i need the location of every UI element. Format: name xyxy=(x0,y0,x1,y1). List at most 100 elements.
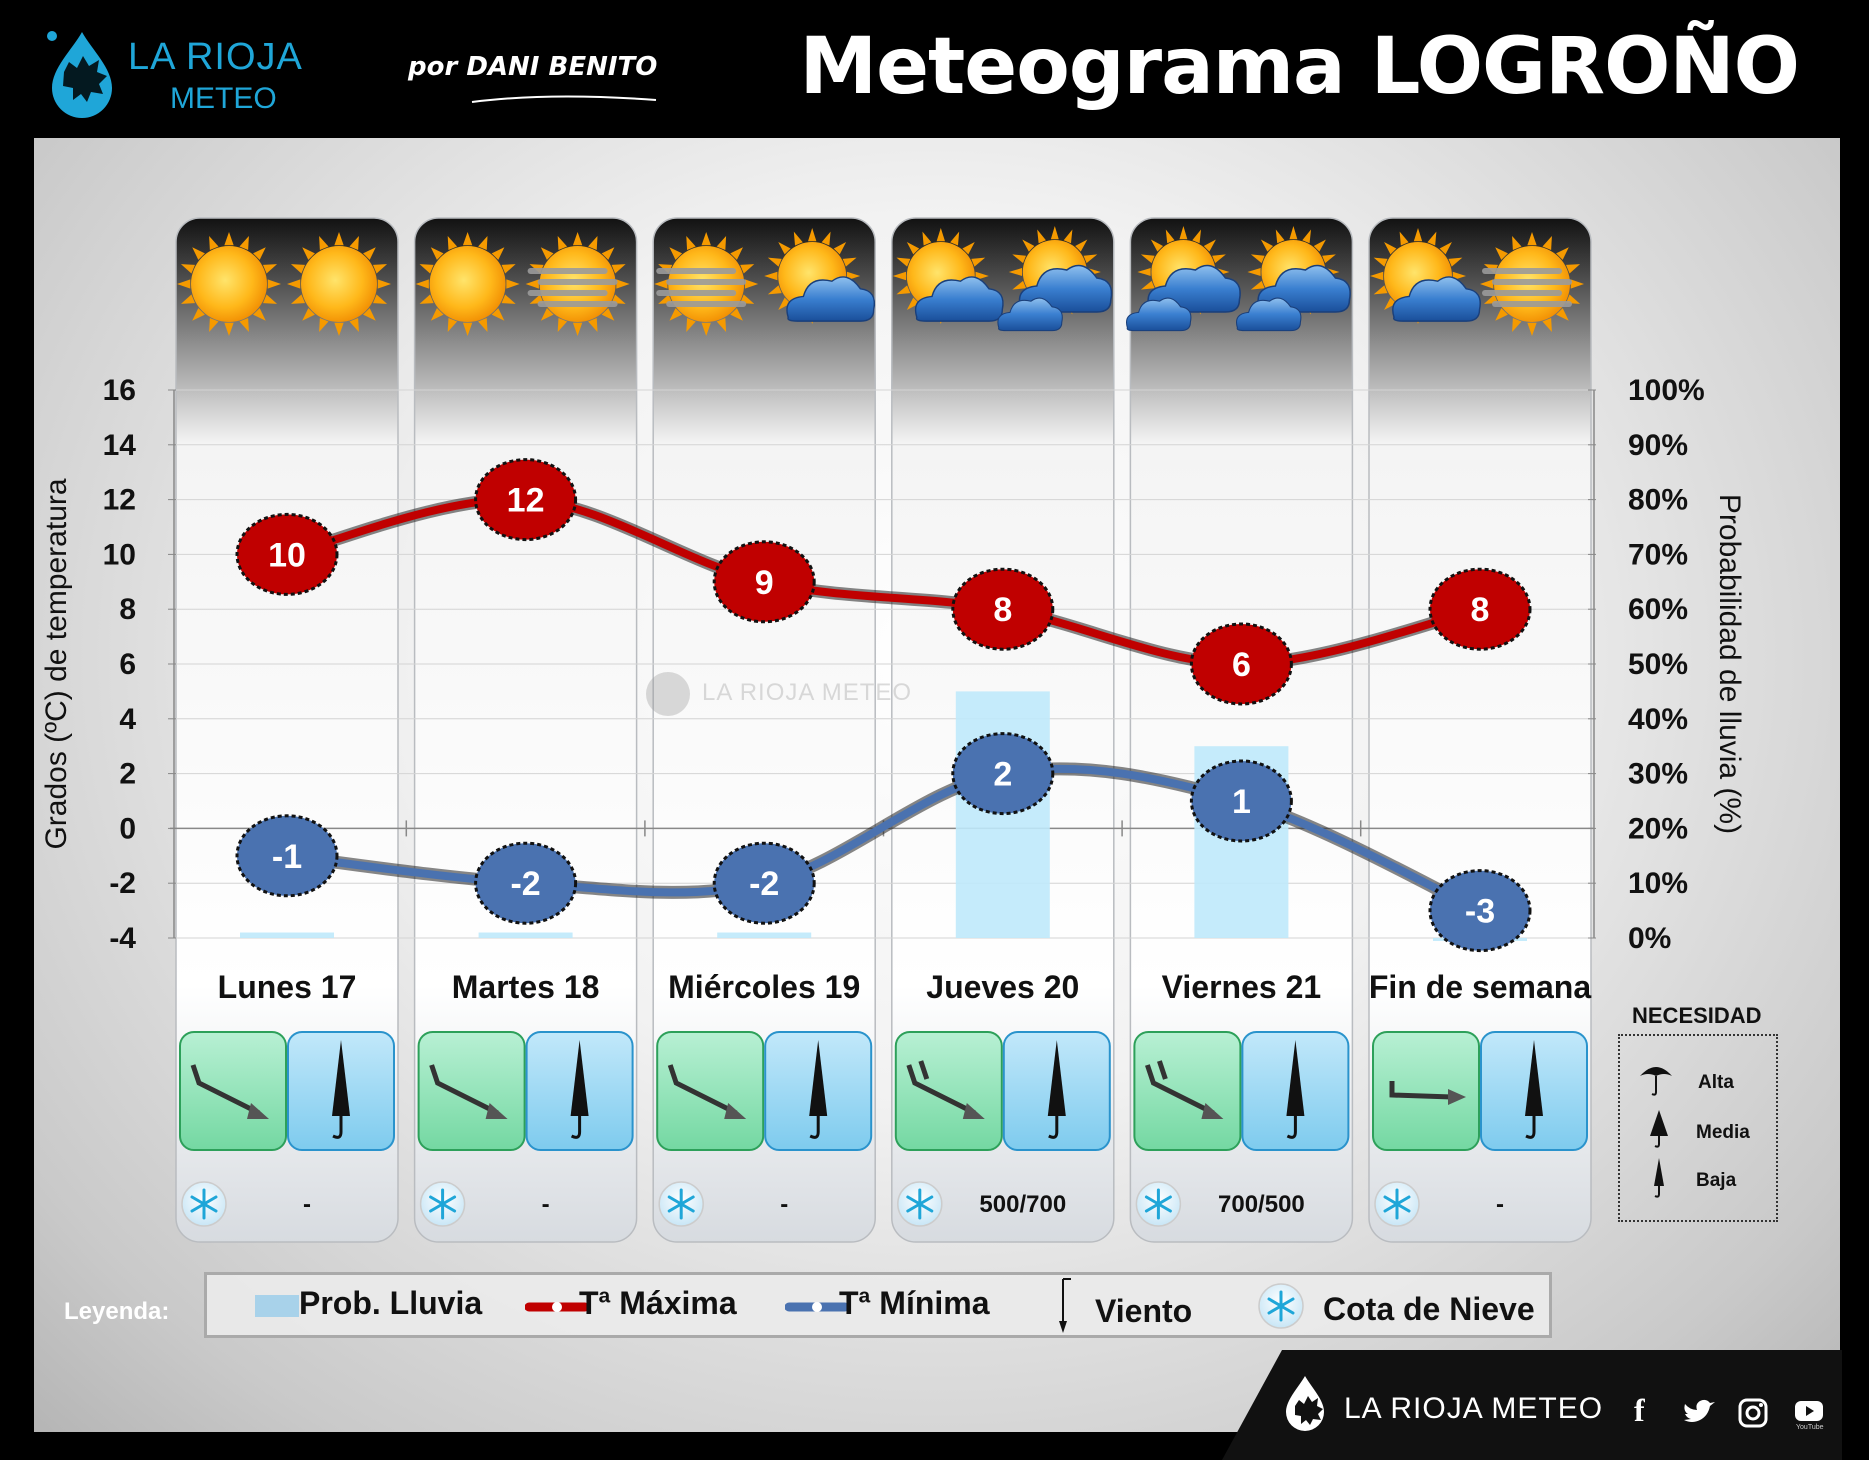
y-right-tick-label: 0% xyxy=(1628,922,1671,955)
youtube-label: YouTube xyxy=(1796,1424,1824,1431)
day-column: Viernes 21 700/500 xyxy=(1126,217,1354,1243)
temp-badge: 8 xyxy=(951,567,1055,651)
signature-underline xyxy=(471,95,657,103)
snow-level-value: - xyxy=(542,1191,550,1218)
temp-value: 8 xyxy=(1471,591,1490,629)
legend-wind-icon xyxy=(1059,1278,1071,1333)
y-tick-label: -4 xyxy=(109,922,136,955)
footer-brand: LA RIOJA METEO xyxy=(1344,1392,1604,1425)
y-tick-label: 8 xyxy=(119,593,136,626)
temp-badge: 1 xyxy=(1189,759,1293,843)
watermark: LA RIOJA METEO xyxy=(646,672,911,716)
wind-box xyxy=(894,1031,1003,1151)
cloud-icon xyxy=(1392,276,1481,322)
day-label: Fin de semana xyxy=(1369,969,1592,1005)
necesidad-title: NECESIDAD xyxy=(1632,1003,1762,1028)
footer-logo-icon xyxy=(1286,1376,1324,1431)
legend-snow-label: Cota de Nieve xyxy=(1323,1291,1535,1327)
day-label: Jueves 20 xyxy=(926,969,1079,1005)
y-right-axis-title: Probabilidad de lluvia (%) xyxy=(1713,494,1746,834)
temp-value: -1 xyxy=(272,838,302,876)
y-right-tick-label: 20% xyxy=(1628,812,1688,845)
day-column: Fin de semana - xyxy=(1368,217,1592,1243)
y-tick-label: 0 xyxy=(119,812,136,845)
logo-title: LA RIOJA xyxy=(128,36,303,78)
necesidad-baja: Baja xyxy=(1696,1170,1737,1191)
snow-level-value: 500/700 xyxy=(979,1191,1066,1218)
cloud-icon xyxy=(997,297,1063,332)
wind-box xyxy=(417,1031,526,1151)
legend-max-swatch xyxy=(525,1302,589,1312)
y-tick-label: 2 xyxy=(119,758,136,791)
snow-level-value: - xyxy=(303,1191,311,1218)
wind-arrow-icon xyxy=(190,1064,269,1119)
y-right-tick-label: 90% xyxy=(1628,429,1688,462)
y-tick-label: 6 xyxy=(119,648,136,681)
temp-badge: -2 xyxy=(474,841,578,925)
header: LA RIOJA METEO por DANI BENITO Meteogram… xyxy=(0,0,1869,138)
y-right-tick-label: 70% xyxy=(1628,538,1688,571)
youtube-icon[interactable] xyxy=(1794,1400,1824,1422)
umbrella-closed-icon xyxy=(1286,1040,1305,1139)
y-right-tick-label: 40% xyxy=(1628,703,1688,736)
cloud-icon xyxy=(914,276,1004,322)
snowflake-icon xyxy=(897,1181,943,1227)
snow-level-value: - xyxy=(780,1191,788,1218)
umbrella-closed-icon xyxy=(1047,1040,1066,1139)
sun-icon xyxy=(287,232,391,336)
fog-icon xyxy=(527,268,618,307)
rain-bar xyxy=(478,932,573,938)
temp-value: 12 xyxy=(507,482,545,520)
temp-badge: -1 xyxy=(235,814,339,898)
day-column: Lunes 17 - xyxy=(175,217,399,1243)
umbrella-half-icon xyxy=(1650,1110,1668,1148)
temp-value: -2 xyxy=(749,865,779,903)
temp-badge: 9 xyxy=(712,540,816,624)
necesidad-box: Alta Media Baja xyxy=(1618,1034,1778,1222)
wind-arrow-icon xyxy=(667,1064,747,1119)
umbrella-open-icon xyxy=(1640,1067,1672,1096)
twitter-icon[interactable] xyxy=(1682,1398,1716,1428)
instagram-icon[interactable] xyxy=(1738,1398,1768,1428)
temp-value: 9 xyxy=(755,564,774,602)
sun-icon xyxy=(177,232,281,336)
necesidad-alta: Alta xyxy=(1698,1072,1734,1093)
y-tick-label: 10 xyxy=(103,538,136,571)
wind-arrow-icon xyxy=(906,1060,985,1119)
wind-box xyxy=(1372,1031,1480,1151)
snowflake-icon xyxy=(1374,1181,1420,1227)
necesidad-media: Media xyxy=(1696,1122,1750,1143)
y-right-tick-label: 30% xyxy=(1628,758,1688,791)
facebook-icon[interactable]: f xyxy=(1634,1392,1645,1428)
temp-badge: 2 xyxy=(951,732,1055,816)
logo-icon xyxy=(47,31,112,118)
y-tick-label: 12 xyxy=(103,484,136,517)
wind-box xyxy=(656,1031,765,1151)
temp-value: -2 xyxy=(510,865,540,903)
temp-value: 8 xyxy=(993,591,1012,629)
rain-bar xyxy=(717,932,812,938)
temp-value: 1 xyxy=(1232,783,1251,821)
temp-badge: 8 xyxy=(1428,567,1532,651)
day-column: Miércoles 19 - xyxy=(652,217,876,1243)
logo-subtitle: METEO xyxy=(170,82,277,115)
temp-badge: -3 xyxy=(1428,869,1532,953)
legend-wind-label: Viento xyxy=(1095,1293,1193,1329)
legend-rain-label: Prob. Lluvia xyxy=(299,1285,483,1321)
footer-band xyxy=(1222,1350,1842,1460)
snowflake-icon xyxy=(658,1181,704,1227)
temp-value: -3 xyxy=(1465,893,1495,931)
legend-snow-icon xyxy=(1258,1283,1304,1329)
wind-arrow-icon xyxy=(429,1064,508,1119)
legend-box: Prob. Lluvia Tª Máxima Tª Mínima Viento … xyxy=(204,1272,1552,1338)
wind-box xyxy=(179,1031,287,1151)
snowflake-icon xyxy=(1135,1181,1182,1227)
temp-badge: -2 xyxy=(712,841,816,925)
day-label: Lunes 17 xyxy=(218,969,357,1005)
legend-title: Leyenda: xyxy=(64,1298,170,1325)
snowflake-icon xyxy=(419,1181,466,1227)
fog-icon xyxy=(1482,268,1572,307)
y-right-tick-label: 100% xyxy=(1628,374,1705,407)
y-right-tick-label: 50% xyxy=(1628,648,1688,681)
